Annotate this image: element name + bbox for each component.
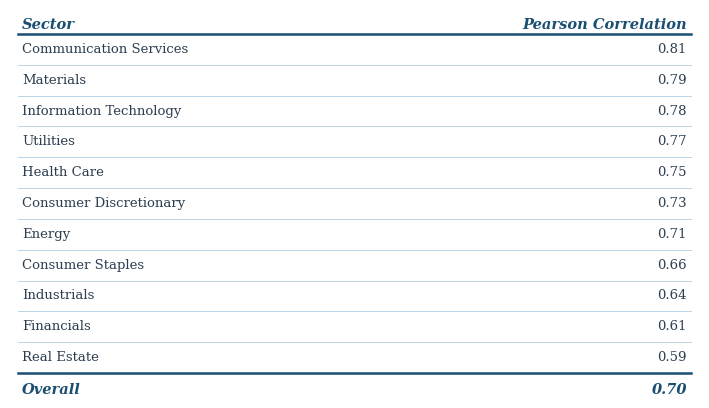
Text: Industrials: Industrials xyxy=(22,289,94,302)
Text: Real Estate: Real Estate xyxy=(22,351,99,364)
Text: Utilities: Utilities xyxy=(22,135,75,149)
Text: Financials: Financials xyxy=(22,320,91,333)
Text: 0.73: 0.73 xyxy=(657,197,687,210)
Text: Communication Services: Communication Services xyxy=(22,43,189,56)
Text: 0.75: 0.75 xyxy=(657,166,687,179)
Text: 0.70: 0.70 xyxy=(652,383,687,397)
Text: Information Technology: Information Technology xyxy=(22,104,182,118)
Text: 0.77: 0.77 xyxy=(657,135,687,149)
Text: Consumer Staples: Consumer Staples xyxy=(22,259,144,272)
Text: 0.61: 0.61 xyxy=(657,320,687,333)
Text: 0.66: 0.66 xyxy=(657,259,687,272)
Text: Materials: Materials xyxy=(22,74,86,87)
Text: Consumer Discretionary: Consumer Discretionary xyxy=(22,197,185,210)
Text: 0.71: 0.71 xyxy=(657,228,687,241)
Text: 0.59: 0.59 xyxy=(657,351,687,364)
Text: Energy: Energy xyxy=(22,228,70,241)
Text: Health Care: Health Care xyxy=(22,166,104,179)
Text: Pearson Correlation: Pearson Correlation xyxy=(523,18,687,32)
Text: Overall: Overall xyxy=(22,383,81,397)
Text: 0.81: 0.81 xyxy=(658,43,687,56)
Text: Sector: Sector xyxy=(22,18,75,32)
Text: 0.79: 0.79 xyxy=(657,74,687,87)
Text: 0.64: 0.64 xyxy=(657,289,687,302)
Text: 0.78: 0.78 xyxy=(657,104,687,118)
